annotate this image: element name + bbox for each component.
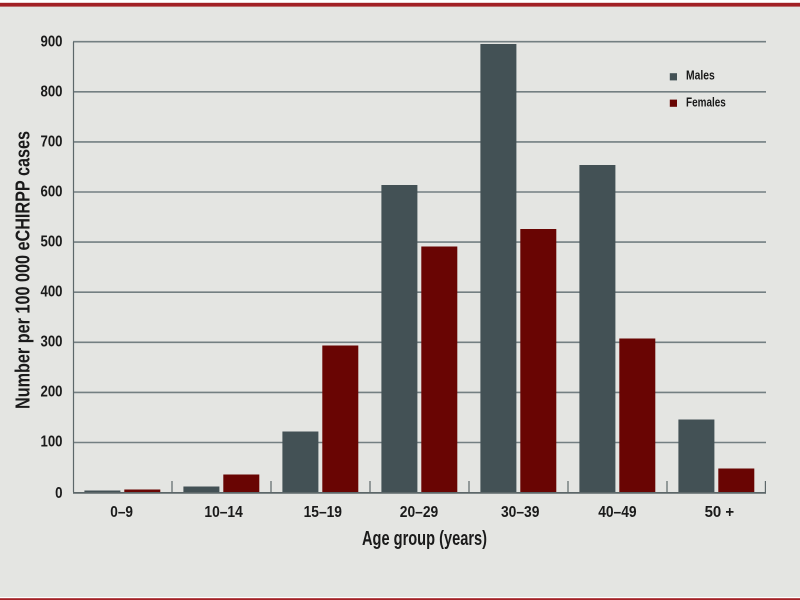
svg-text:Age group (years): Age group (years) — [362, 528, 487, 550]
svg-text:0–9: 0–9 — [110, 504, 133, 521]
svg-text:20–29: 20–29 — [400, 504, 439, 521]
svg-text:500: 500 — [41, 234, 63, 251]
svg-text:Females: Females — [686, 96, 726, 110]
svg-text:700: 700 — [41, 134, 63, 151]
svg-text:30–39: 30–39 — [501, 504, 540, 521]
svg-text:Number per 100 000 eCHIRPP cas: Number per 100 000 eCHIRPP cases — [13, 131, 35, 409]
svg-text:900: 900 — [41, 34, 63, 51]
svg-text:0: 0 — [55, 485, 62, 502]
svg-text:800: 800 — [41, 84, 63, 101]
svg-text:50 +: 50 + — [705, 504, 735, 521]
svg-text:100: 100 — [41, 434, 63, 451]
svg-text:15–19: 15–19 — [304, 504, 343, 521]
svg-text:300: 300 — [41, 334, 63, 351]
svg-text:40–49: 40–49 — [598, 504, 637, 521]
svg-text:600: 600 — [41, 184, 63, 201]
svg-text:Males: Males — [686, 68, 715, 82]
svg-text:10–14: 10–14 — [204, 504, 243, 521]
svg-text:200: 200 — [41, 384, 63, 401]
svg-text:400: 400 — [41, 284, 63, 301]
